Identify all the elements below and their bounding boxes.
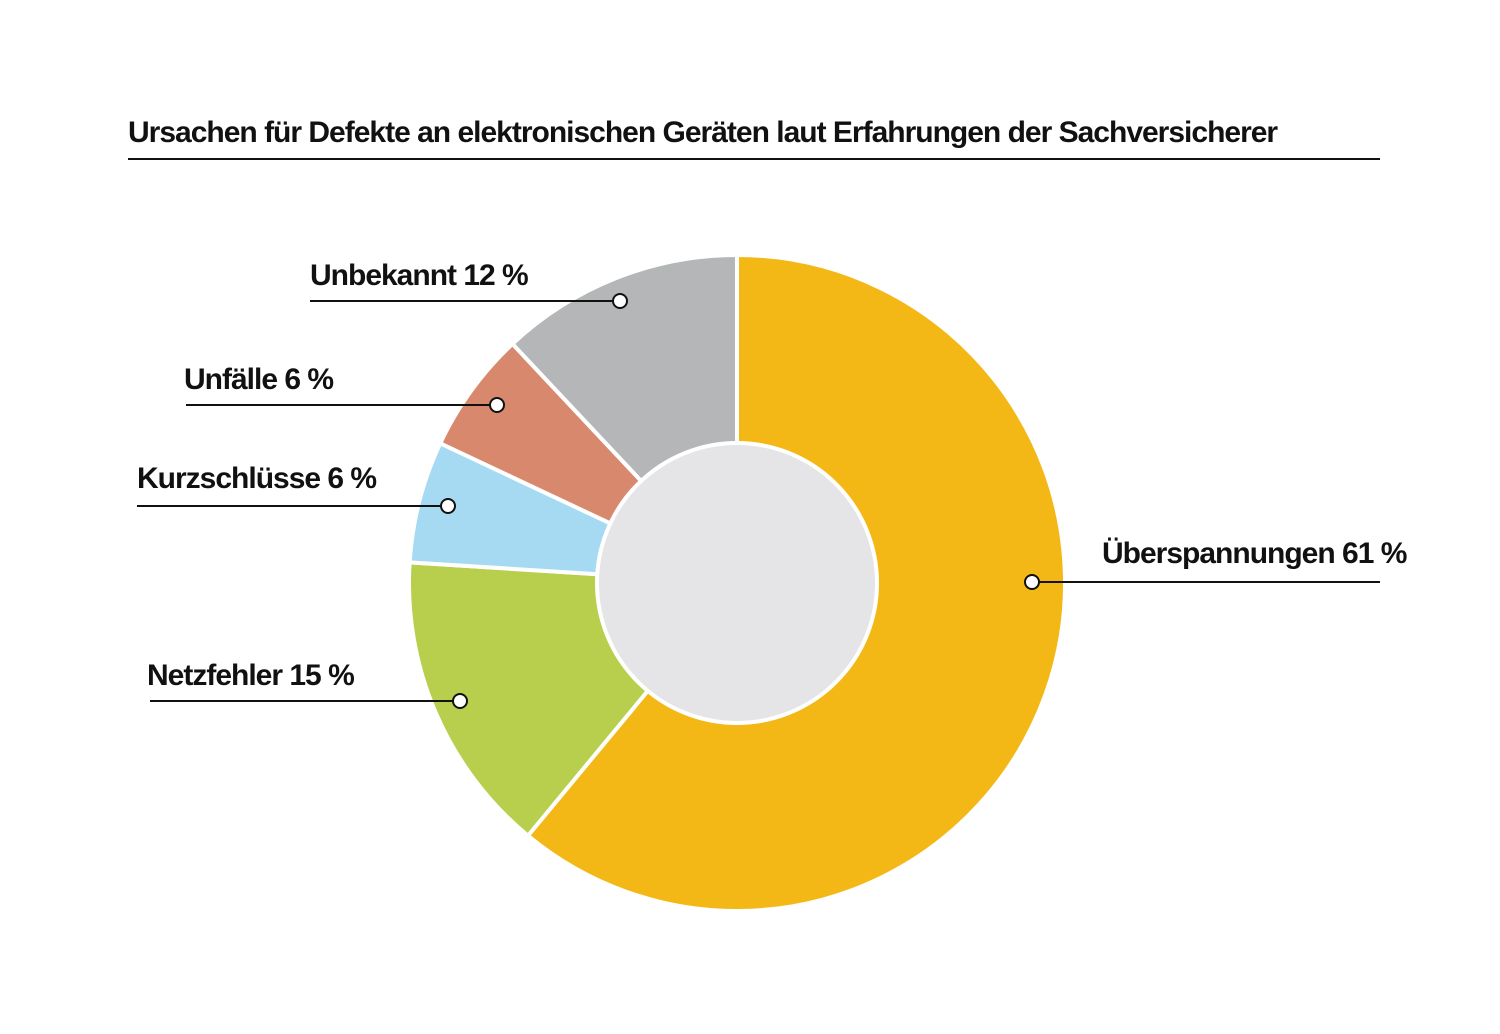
slice-label: Netzfehler 15 % [147, 659, 354, 692]
slice-label: Kurzschlüsse 6 % [137, 462, 376, 495]
leader-dot [489, 397, 505, 413]
slice-label: Unfälle 6 % [184, 363, 333, 396]
leader-dot [440, 498, 456, 514]
leader-dot [452, 693, 468, 709]
title-rule [128, 158, 1380, 160]
center-hole [595, 441, 879, 725]
leader-dot [1024, 574, 1040, 590]
chart-title: Ursachen für Defekte an elektronischen G… [128, 116, 1278, 149]
leader-dot [612, 293, 628, 309]
slice-label: Unbekannt 12 % [310, 259, 528, 292]
slice-label: Überspannungen 61 % [1102, 537, 1407, 570]
